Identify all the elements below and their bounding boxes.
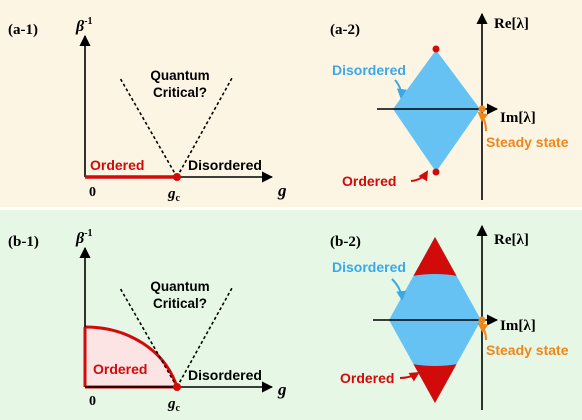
quantum-critical-label-line1: Quantum [150, 68, 209, 83]
origin-label: 0 [89, 394, 96, 409]
beta-axis-label: β-1 [75, 16, 93, 35]
panel-a1: (a-1) β-1 g 0 gc Quantum Critical? Order… [8, 16, 287, 204]
quantum-critical-label-line1: Quantum [150, 279, 209, 294]
critical-point-label: gc [167, 396, 181, 414]
quantum-critical-label-line2: Critical? [153, 296, 207, 311]
disordered-label: Disordered [332, 259, 406, 275]
critical-point [173, 173, 181, 181]
panel-label-a1: (a-1) [8, 22, 38, 38]
beta-axis-label: β-1 [75, 228, 93, 247]
ordered-eigenvalue-bottom [432, 168, 440, 176]
top-panel-background [0, 0, 582, 207]
ordered-label: Ordered [90, 157, 144, 173]
steady-state-pointer-arrow [477, 111, 489, 132]
disordered-label: Disordered [332, 62, 406, 78]
crossover-line-left [119, 287, 178, 388]
ordered-label: Ordered [340, 370, 394, 386]
disordered-spectrum-diamond [393, 50, 480, 172]
steady-state-point [478, 105, 486, 113]
ordered-pointer-arrow [399, 371, 420, 382]
panel-label-b2: (b-2) [330, 234, 361, 250]
ordered-label: Ordered [93, 361, 147, 377]
ordered-pointer-arrow [410, 170, 429, 182]
disordered-pointer-arrow [391, 278, 407, 301]
ordered-region [85, 327, 177, 387]
disordered-pointer-arrow [394, 79, 407, 99]
disordered-label: Disordered [188, 157, 262, 173]
re-axis-label: Re[λ] [494, 16, 529, 32]
ordered-phase-boundary [84, 325, 179, 388]
im-axis-label: Im[λ] [500, 110, 536, 126]
crossover-line-right [176, 287, 233, 388]
x-axis-label: g [277, 181, 287, 200]
steady-state-pointer-arrow [477, 322, 489, 341]
steady-state-label: Steady state [486, 342, 569, 358]
origin-label: 0 [89, 185, 96, 200]
crossover-line-right [176, 77, 233, 178]
crossover-line-left [119, 77, 178, 178]
ordered-label: Ordered [342, 173, 396, 189]
panel-b1: (b-1) β-1 g 0 gc Quantum Critical? Order… [8, 228, 287, 414]
re-axis-label: Re[λ] [494, 232, 529, 248]
quantum-critical-label-line2: Critical? [153, 85, 207, 100]
steady-state-point [478, 316, 486, 324]
steady-state-label: Steady state [486, 134, 569, 150]
panel-a2: (a-2) Re[λ] Im[λ] Disordered Ordered Ste… [330, 12, 569, 200]
panel-label-b1: (b-1) [8, 234, 39, 250]
im-axis-label: Im[λ] [500, 318, 536, 334]
disordered-label: Disordered [188, 367, 262, 383]
critical-point [173, 383, 181, 391]
critical-point-label: gc [167, 186, 181, 204]
x-axis-label: g [277, 380, 287, 399]
panel-label-a2: (a-2) [330, 22, 360, 38]
ordered-eigenvalue-top [432, 45, 440, 53]
